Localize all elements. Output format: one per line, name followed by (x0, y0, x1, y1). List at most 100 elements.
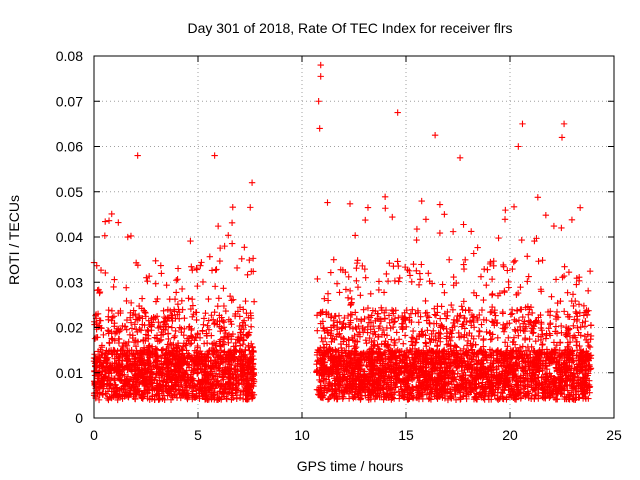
data-point (501, 216, 509, 223)
data-point (212, 266, 219, 274)
data-point (241, 369, 248, 376)
data-point (443, 341, 450, 348)
data-point (357, 396, 364, 403)
data-point (570, 332, 578, 339)
data-point (584, 350, 592, 357)
data-point (507, 369, 514, 376)
data-point (194, 344, 201, 351)
data-point (108, 210, 115, 218)
data-point (181, 390, 189, 397)
data-point (433, 347, 441, 355)
data-point (498, 353, 505, 360)
data-point (404, 266, 411, 274)
data-point (369, 307, 377, 314)
data-point (579, 363, 586, 370)
data-point (408, 338, 415, 345)
data-point (547, 392, 554, 400)
data-point (239, 395, 247, 403)
data-point (531, 395, 538, 403)
data-point (188, 263, 195, 270)
data-point (527, 351, 534, 358)
data-point (322, 349, 330, 356)
data-point (221, 242, 228, 250)
data-point (393, 329, 400, 336)
data-point (436, 201, 444, 208)
data-point (437, 358, 444, 366)
data-point (328, 338, 335, 346)
data-point (381, 340, 389, 347)
data-point (206, 253, 214, 260)
data-point (124, 385, 132, 393)
data-point (420, 373, 428, 380)
data-point (508, 385, 515, 393)
data-point (485, 371, 492, 378)
data-point (135, 362, 143, 369)
data-point (383, 270, 390, 278)
data-point (319, 324, 327, 332)
data-point (340, 365, 347, 373)
data-point (130, 338, 138, 346)
data-point (404, 377, 412, 384)
data-point (504, 267, 511, 274)
data-point (242, 390, 249, 398)
data-point (343, 366, 350, 373)
data-point (406, 314, 413, 321)
data-point (410, 375, 418, 382)
data-point (466, 329, 473, 337)
data-point (193, 264, 200, 272)
data-point (380, 289, 388, 296)
data-point (211, 283, 219, 290)
data-point (451, 384, 458, 392)
data-point (446, 256, 453, 263)
data-point (193, 370, 201, 377)
data-point (333, 366, 341, 374)
data-point (347, 319, 354, 326)
data-point (431, 311, 439, 318)
data-point (121, 371, 128, 379)
data-point (369, 365, 376, 373)
data-point (476, 328, 483, 335)
data-point (220, 319, 228, 326)
data-point (474, 244, 481, 251)
data-point (407, 310, 415, 317)
data-point (150, 313, 157, 321)
data-point (372, 317, 379, 325)
data-point (470, 313, 477, 320)
data-point (418, 197, 425, 205)
data-point (549, 378, 556, 386)
data-point (577, 323, 584, 331)
data-point (327, 365, 334, 372)
data-point (157, 336, 165, 344)
data-point (352, 309, 359, 316)
data-point (326, 344, 333, 352)
data-point (250, 376, 258, 383)
data-point (215, 381, 222, 389)
data-point (550, 222, 558, 230)
data-point (246, 347, 253, 354)
data-point (375, 315, 383, 323)
data-point (393, 379, 401, 387)
data-point (188, 326, 195, 334)
data-point (377, 369, 384, 377)
data-point (388, 356, 395, 363)
data-point (148, 369, 155, 376)
data-point (131, 360, 138, 367)
data-point (146, 373, 154, 380)
data-point (200, 315, 208, 322)
data-point (333, 371, 340, 378)
data-point (392, 366, 399, 373)
data-point (441, 392, 449, 400)
data-point (158, 374, 166, 382)
data-point (106, 376, 114, 383)
data-point (112, 381, 119, 389)
data-point (129, 350, 137, 358)
data-point (521, 382, 529, 390)
data-point (342, 286, 350, 293)
data-point (489, 331, 496, 338)
data-point (554, 299, 561, 307)
data-point (329, 335, 336, 342)
data-point (416, 276, 424, 283)
data-point (243, 380, 250, 387)
data-point (215, 295, 222, 302)
data-point (154, 357, 161, 364)
